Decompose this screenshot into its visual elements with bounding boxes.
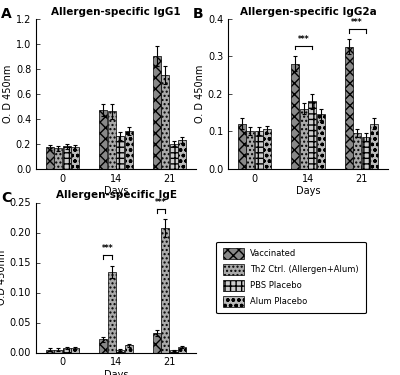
Bar	[246, 131, 254, 169]
Bar	[317, 114, 325, 169]
Text: C: C	[1, 190, 11, 204]
Bar	[370, 124, 378, 169]
Y-axis label: O.D 450nm: O.D 450nm	[0, 250, 7, 305]
Bar	[54, 350, 62, 352]
Bar	[264, 129, 272, 169]
Text: B: B	[193, 7, 204, 21]
Bar	[291, 64, 299, 169]
Bar	[170, 144, 178, 169]
Bar	[72, 147, 80, 169]
Bar	[152, 56, 160, 169]
Bar	[54, 148, 62, 169]
Bar	[99, 339, 107, 352]
Bar	[308, 101, 316, 169]
Bar	[161, 228, 169, 352]
X-axis label: Days: Days	[104, 370, 128, 375]
Bar	[178, 347, 186, 352]
Bar	[116, 350, 124, 352]
Bar	[255, 131, 263, 169]
Y-axis label: O. D 450nm: O. D 450nm	[195, 64, 205, 123]
Title: Allergen-specific IgE: Allergen-specific IgE	[56, 190, 176, 200]
Text: ***: ***	[298, 35, 310, 44]
Bar	[72, 348, 80, 352]
Text: ***: ***	[351, 18, 363, 27]
Bar	[125, 345, 133, 352]
Text: A: A	[1, 7, 12, 21]
Bar	[353, 133, 361, 169]
Title: Allergen-specific IgG1: Allergen-specific IgG1	[51, 7, 181, 16]
Bar	[152, 333, 160, 352]
Bar	[238, 124, 246, 169]
Y-axis label: O. D 450nm: O. D 450nm	[3, 64, 13, 123]
Legend: Vaccinated, Th2 Ctrl. (Allergen+Alum), PBS Placebo, Alum Placebo: Vaccinated, Th2 Ctrl. (Allergen+Alum), P…	[216, 242, 366, 313]
Bar	[344, 47, 352, 169]
X-axis label: Days: Days	[104, 186, 128, 196]
Bar	[161, 75, 169, 169]
Bar	[46, 147, 54, 169]
Bar	[63, 146, 71, 169]
Bar	[108, 272, 116, 352]
Bar	[99, 110, 107, 169]
Bar	[362, 137, 370, 169]
Bar	[125, 131, 133, 169]
Bar	[108, 111, 116, 169]
Title: Allergen-specific IgG2a: Allergen-specific IgG2a	[240, 7, 376, 16]
Bar	[116, 136, 124, 169]
Bar	[170, 350, 178, 352]
Bar	[300, 109, 308, 169]
Bar	[46, 350, 54, 352]
Bar	[178, 140, 186, 169]
Text: ***: ***	[102, 244, 113, 254]
Text: ***: ***	[155, 198, 167, 207]
X-axis label: Days: Days	[296, 186, 320, 196]
Bar	[63, 348, 71, 352]
